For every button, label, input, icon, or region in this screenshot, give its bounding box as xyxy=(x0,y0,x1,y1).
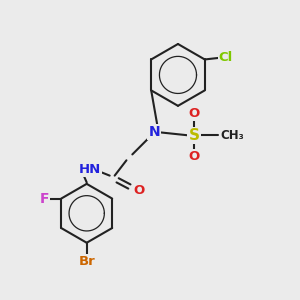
Text: O: O xyxy=(188,150,200,163)
Text: O: O xyxy=(188,107,200,120)
Text: F: F xyxy=(39,192,49,206)
Text: S: S xyxy=(189,128,200,143)
Text: N: N xyxy=(148,125,160,139)
Text: Br: Br xyxy=(78,255,95,268)
Text: Cl: Cl xyxy=(219,52,233,64)
Text: HN: HN xyxy=(79,163,101,176)
Text: CH₃: CH₃ xyxy=(221,129,244,142)
Text: O: O xyxy=(134,184,145,197)
